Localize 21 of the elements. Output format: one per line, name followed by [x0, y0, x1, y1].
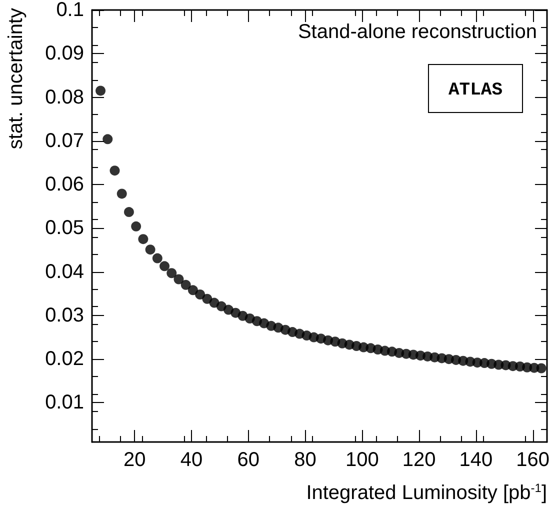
y-tick-label: 0.01: [45, 392, 84, 414]
y-tick-label: 0.03: [45, 304, 84, 326]
y-tick-label: 0.1: [56, 0, 84, 21]
y-axis-title: stat. uncertainty: [5, 8, 27, 150]
y-tick-label: 0.05: [45, 217, 84, 240]
x-tick-label: 160: [516, 449, 550, 471]
annotation: Stand-alone reconstruction: [298, 21, 538, 43]
y-tick-label: 0.07: [45, 130, 84, 152]
x-tick-label: 60: [237, 449, 260, 471]
y-tick-label: 0.04: [45, 260, 84, 283]
x-tick-label: 20: [124, 449, 146, 471]
y-tick-label: 0.06: [45, 174, 84, 196]
x-tick-label: 140: [459, 449, 493, 471]
x-tick-label: 40: [180, 449, 203, 471]
x-tick-label: 80: [294, 449, 316, 471]
y-tick-label: 0.08: [45, 86, 84, 108]
y-tick-label: 0.09: [45, 42, 84, 65]
x-tick-label: 120: [402, 449, 436, 471]
y-tick-label: 0.02: [45, 348, 84, 370]
x-tick-label: 100: [345, 449, 379, 471]
annotation: ATLAS: [448, 80, 503, 100]
